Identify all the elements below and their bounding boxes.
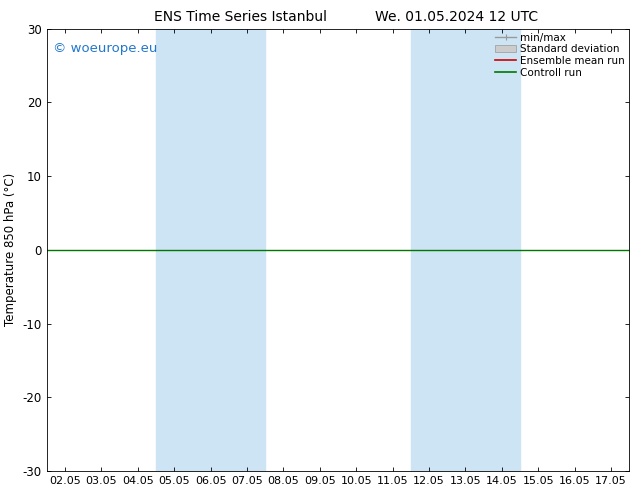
Bar (411, 29, 520, 471)
Legend: min/max, Standard deviation, Ensemble mean run, Controll run: min/max, Standard deviation, Ensemble me… (493, 31, 627, 80)
Y-axis label: Temperature 850 hPa (°C): Temperature 850 hPa (°C) (4, 173, 17, 326)
Text: © woeurope.eu: © woeurope.eu (53, 42, 157, 55)
Text: ENS Time Series Istanbul: ENS Time Series Istanbul (155, 10, 327, 24)
Text: We. 01.05.2024 12 UTC: We. 01.05.2024 12 UTC (375, 10, 538, 24)
Bar (156, 29, 265, 471)
